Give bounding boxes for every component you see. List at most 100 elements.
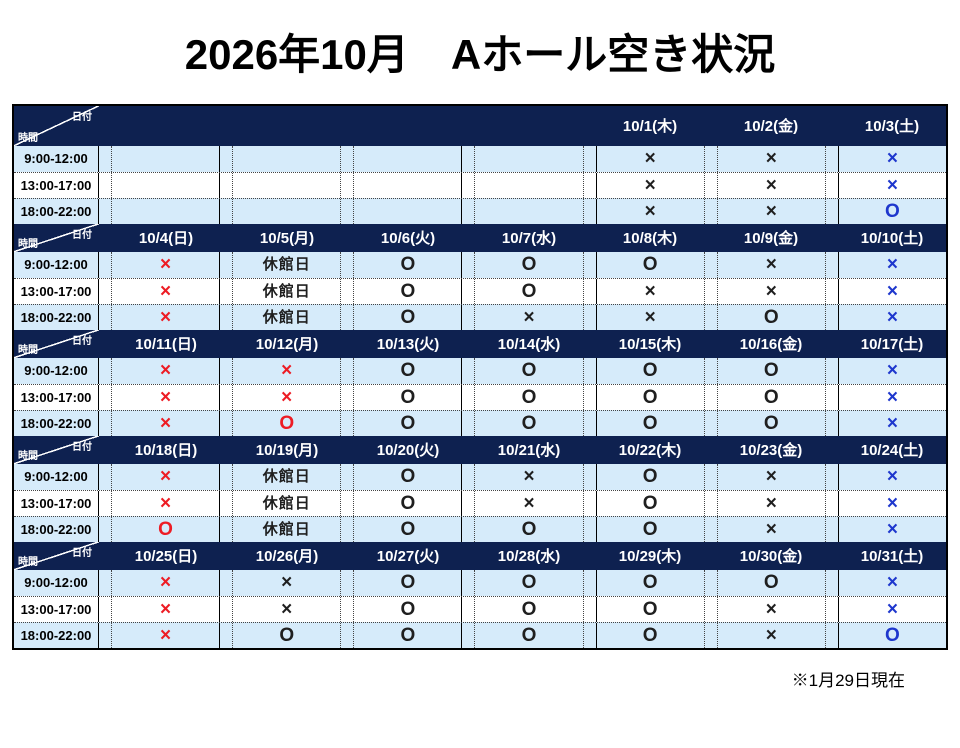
availability-symbol: O (400, 624, 416, 646)
date-axis-label: 日付 (72, 547, 92, 559)
availability-symbol (233, 173, 340, 198)
table-row: 9:00-12:00 × 休館日 O O O × × (14, 251, 946, 278)
cell-strip (584, 357, 597, 384)
availability-cell: × (824, 410, 946, 436)
cell-strip (826, 622, 839, 648)
cell-strip (826, 463, 839, 490)
availability-cell: × (703, 251, 825, 278)
cell-strip (826, 569, 839, 596)
cell-strip (705, 463, 718, 490)
availability-cell: × (99, 622, 219, 648)
availability-cell: O (461, 251, 582, 278)
availability-symbol: × (886, 518, 898, 540)
time-slot-label: 13:00-17:00 (14, 278, 99, 304)
cell-strip (826, 172, 839, 198)
cell-strip (826, 357, 839, 384)
table-row: 9:00-12:00 × × O O O O × (14, 357, 946, 384)
availability-cell: O (703, 569, 825, 596)
cell-strip (584, 251, 597, 278)
availability-cell: O (340, 384, 461, 410)
time-slot-label: 13:00-17:00 (14, 596, 99, 622)
cell-strip (220, 596, 234, 622)
availability-symbol: × (765, 466, 777, 488)
date-header: 10/31(土) (860, 548, 924, 566)
date-axis-label: 日付 (72, 441, 92, 453)
availability-cell: × (99, 463, 219, 490)
availability-symbol: × (160, 386, 172, 408)
availability-symbol: O (763, 386, 779, 408)
time-slot-label: 9:00-12:00 (14, 251, 99, 278)
cell-strip (705, 357, 718, 384)
availability-cell: × (219, 384, 340, 410)
availability-symbol: × (886, 572, 898, 594)
availability-symbol: O (400, 306, 416, 328)
availability-cell: 休館日 (219, 463, 340, 490)
week-header-row: 日付 時間 10/4(日) 10/5(月) 10/6(火) 10/7(水) 10/8(木) 1… (14, 223, 946, 252)
availability-symbol (112, 146, 219, 172)
availability-symbol: × (160, 598, 172, 620)
availability-cell: O (340, 569, 461, 596)
availability-cell: O (340, 278, 461, 304)
availability-cell: × (824, 304, 946, 330)
availability-cell: × (824, 596, 946, 622)
availability-symbol: × (765, 518, 777, 540)
cell-strip (584, 516, 597, 542)
availability-cell: O (340, 490, 461, 516)
availability-cell: × (99, 384, 219, 410)
availability-symbol: × (644, 306, 656, 328)
date-header: 10/7(水) (501, 230, 557, 248)
availability-cell: × (824, 172, 946, 198)
availability-symbol: O (642, 492, 658, 514)
availability-symbol: O (885, 624, 900, 646)
table-row: 9:00-12:00 × × O O O O × (14, 569, 946, 596)
availability-cell: O (461, 622, 582, 648)
availability-cell: O (340, 516, 461, 542)
availability-cell: × (703, 145, 825, 172)
availability-symbol: O (521, 254, 537, 276)
cell-strip (705, 569, 718, 596)
availability-cell: × (582, 278, 704, 304)
availability-symbol: × (160, 306, 172, 328)
cell-strip (220, 278, 234, 304)
date-header (341, 106, 462, 146)
availability-cell: × (99, 278, 219, 304)
availability-cell (461, 145, 582, 172)
cell-strip (341, 198, 355, 224)
availability-symbol: × (886, 466, 898, 488)
availability-cell: O (461, 384, 582, 410)
cell-strip (99, 251, 112, 278)
availability-symbol (475, 199, 582, 224)
table-row: 13:00-17:00 × 休館日 O × O × × (14, 489, 946, 516)
table-row: 9:00-12:00 × 休館日 O × O × × (14, 463, 946, 490)
cell-strip (705, 198, 718, 224)
availability-cell: × (824, 278, 946, 304)
availability-symbol (233, 146, 340, 172)
cell-strip (341, 463, 355, 490)
date-header: 10/4(日) (138, 230, 194, 248)
availability-cell: × (824, 569, 946, 596)
time-slot-label: 9:00-12:00 (14, 569, 99, 596)
availability-symbol: O (642, 624, 658, 646)
availability-symbol: O (400, 572, 416, 594)
availability-cell: O (340, 357, 461, 384)
availability-symbol: O (521, 412, 537, 434)
availability-cell: O (703, 357, 825, 384)
availability-cell: × (824, 384, 946, 410)
cell-strip (462, 410, 476, 436)
availability-cell: × (824, 251, 946, 278)
date-header: 10/16(金) (739, 336, 803, 354)
availability-cell: O (461, 569, 582, 596)
availability-cell: × (219, 357, 340, 384)
availability-cell: × (219, 596, 340, 622)
availability-cell: O (461, 596, 582, 622)
availability-symbol: O (279, 412, 295, 434)
table-row: 9:00-12:00 × × × (14, 145, 946, 172)
cell-strip (826, 516, 839, 542)
availability-cell: × (461, 304, 582, 330)
availability-symbol: × (160, 280, 172, 302)
date-axis-label: 日付 (72, 229, 92, 241)
page: 2026年10月 Aホール空き状況 日付 時間 10/1(木) 10/2(金) 10/3… (0, 28, 960, 691)
cell-strip (584, 304, 597, 330)
cell-strip (341, 145, 355, 172)
availability-symbol: O (400, 254, 416, 276)
